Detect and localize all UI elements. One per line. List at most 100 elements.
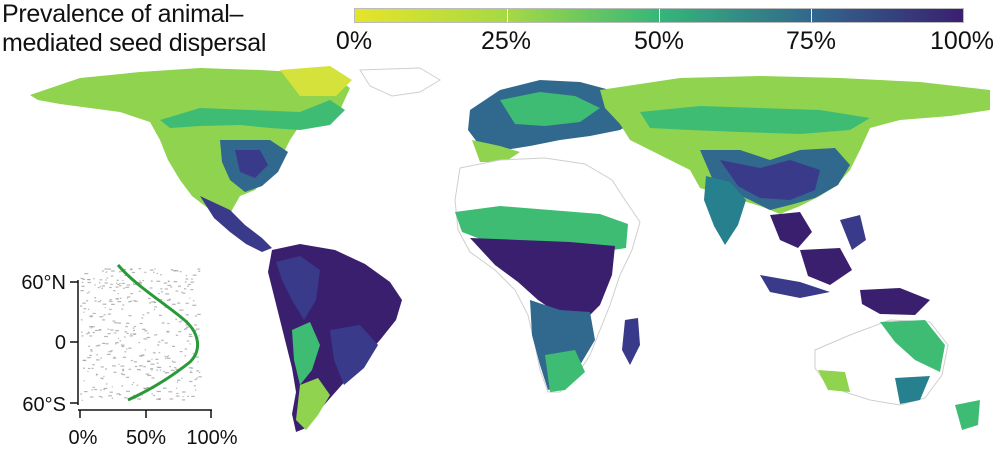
latitude-point xyxy=(192,304,197,306)
latitude-point xyxy=(82,278,86,280)
latitude-point xyxy=(188,333,192,335)
latitude-point xyxy=(150,280,153,282)
latitude-point xyxy=(115,330,119,332)
latitude-point xyxy=(194,378,197,381)
latitude-point xyxy=(184,328,188,330)
latitude-point xyxy=(161,322,165,324)
latitude-point xyxy=(156,280,161,282)
latitude-point xyxy=(97,344,101,346)
latitude-point xyxy=(117,337,119,339)
latitude-point xyxy=(130,359,133,362)
latitude-point xyxy=(87,370,89,373)
latitude-point xyxy=(104,282,108,284)
latitude-point xyxy=(101,378,104,380)
latitude-point xyxy=(100,357,102,359)
latitude-point xyxy=(144,387,148,390)
latitude-point xyxy=(87,308,90,310)
latitude-profile-inset: 60°N 0 60°S 0% 50% 100% xyxy=(21,264,238,449)
latitude-point xyxy=(116,279,119,281)
latitude-point xyxy=(84,273,89,275)
latitude-point xyxy=(158,366,162,368)
latitude-point xyxy=(197,268,201,270)
latitude-point xyxy=(156,390,161,392)
latitude-point xyxy=(138,268,141,270)
latitude-point xyxy=(160,288,163,290)
latitude-point xyxy=(172,270,175,272)
latitude-point xyxy=(87,279,91,281)
latitude-point xyxy=(164,355,166,358)
latitude-point xyxy=(99,279,103,281)
latitude-point xyxy=(113,356,116,358)
latitude-point xyxy=(187,285,189,287)
color-scale-bar xyxy=(354,8,964,23)
latitude-point xyxy=(189,380,193,383)
latitude-point xyxy=(196,370,200,372)
latitude-point xyxy=(156,272,158,274)
inset-y-tick-60n: 60°N xyxy=(21,272,66,294)
latitude-point xyxy=(172,361,176,363)
latitude-point xyxy=(96,359,100,361)
latitude-point xyxy=(130,300,133,302)
latitude-point xyxy=(175,395,180,397)
latitude-point xyxy=(169,398,174,400)
latitude-point xyxy=(120,270,123,272)
latitude-point xyxy=(103,314,106,316)
latitude-point xyxy=(104,268,108,270)
latitude-point xyxy=(139,365,143,367)
latitude-point xyxy=(80,277,84,279)
latitude-point xyxy=(188,367,192,369)
latitude-point xyxy=(126,390,130,392)
latitude-point xyxy=(167,284,171,286)
latitude-point xyxy=(101,287,103,289)
latitude-point xyxy=(139,355,141,357)
latitude-point xyxy=(131,271,136,274)
latitude-point xyxy=(87,332,90,334)
latitude-point xyxy=(134,365,138,368)
latitude-point xyxy=(94,284,96,286)
latitude-point xyxy=(138,290,141,292)
latitude-point xyxy=(133,283,138,286)
latitude-point xyxy=(156,369,158,371)
latitude-point xyxy=(83,367,85,369)
latitude-point xyxy=(110,283,113,285)
latitude-point xyxy=(181,399,186,401)
latitude-point xyxy=(134,300,138,302)
latitude-point xyxy=(121,308,124,310)
latitude-point xyxy=(90,350,93,352)
latitude-point xyxy=(109,286,112,289)
latitude-point xyxy=(184,355,187,357)
latitude-point xyxy=(95,374,98,376)
latitude-point xyxy=(95,345,99,347)
latitude-point xyxy=(193,385,196,387)
latitude-point xyxy=(80,290,84,292)
latitude-point xyxy=(80,305,83,307)
latitude-point xyxy=(122,368,124,370)
latitude-point xyxy=(175,368,179,370)
europe xyxy=(468,80,640,162)
color-scale-divider xyxy=(811,9,812,22)
latitude-point xyxy=(109,391,113,393)
color-scale-divider xyxy=(507,9,508,22)
latitude-point xyxy=(142,328,146,330)
latitude-point xyxy=(163,282,168,284)
latitude-point xyxy=(181,377,183,379)
latitude-point xyxy=(154,268,156,270)
latitude-point xyxy=(172,345,176,347)
latitude-point xyxy=(89,315,93,317)
latitude-point xyxy=(189,297,191,299)
latitude-point xyxy=(103,387,108,389)
latitude-point xyxy=(83,359,86,361)
latitude-point xyxy=(101,285,106,287)
latitude-point xyxy=(124,274,127,276)
latitude-point xyxy=(121,345,125,348)
latitude-point xyxy=(187,283,191,286)
latitude-point xyxy=(151,301,156,303)
latitude-point xyxy=(151,377,155,379)
latitude-point xyxy=(106,383,108,385)
latitude-point xyxy=(94,388,98,391)
latitude-point xyxy=(182,396,184,398)
latitude-point xyxy=(113,371,117,373)
australia xyxy=(814,319,980,430)
latitude-point xyxy=(128,347,132,349)
latitude-point xyxy=(99,316,104,318)
